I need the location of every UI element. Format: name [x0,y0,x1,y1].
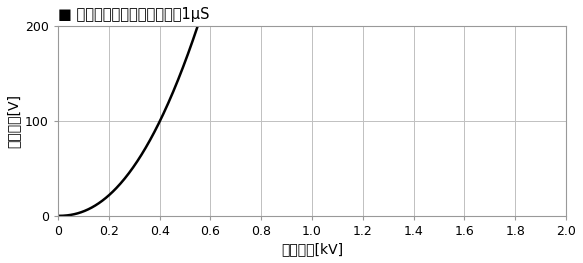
X-axis label: 入力電圧[kV]: 入力電圧[kV] [281,242,343,256]
Y-axis label: 出力電圧[V]: 出力電圧[V] [7,94,21,148]
Text: ■ パルス減衰特性　パルス年1μS: ■ パルス減衰特性 パルス年1μS [58,7,209,22]
